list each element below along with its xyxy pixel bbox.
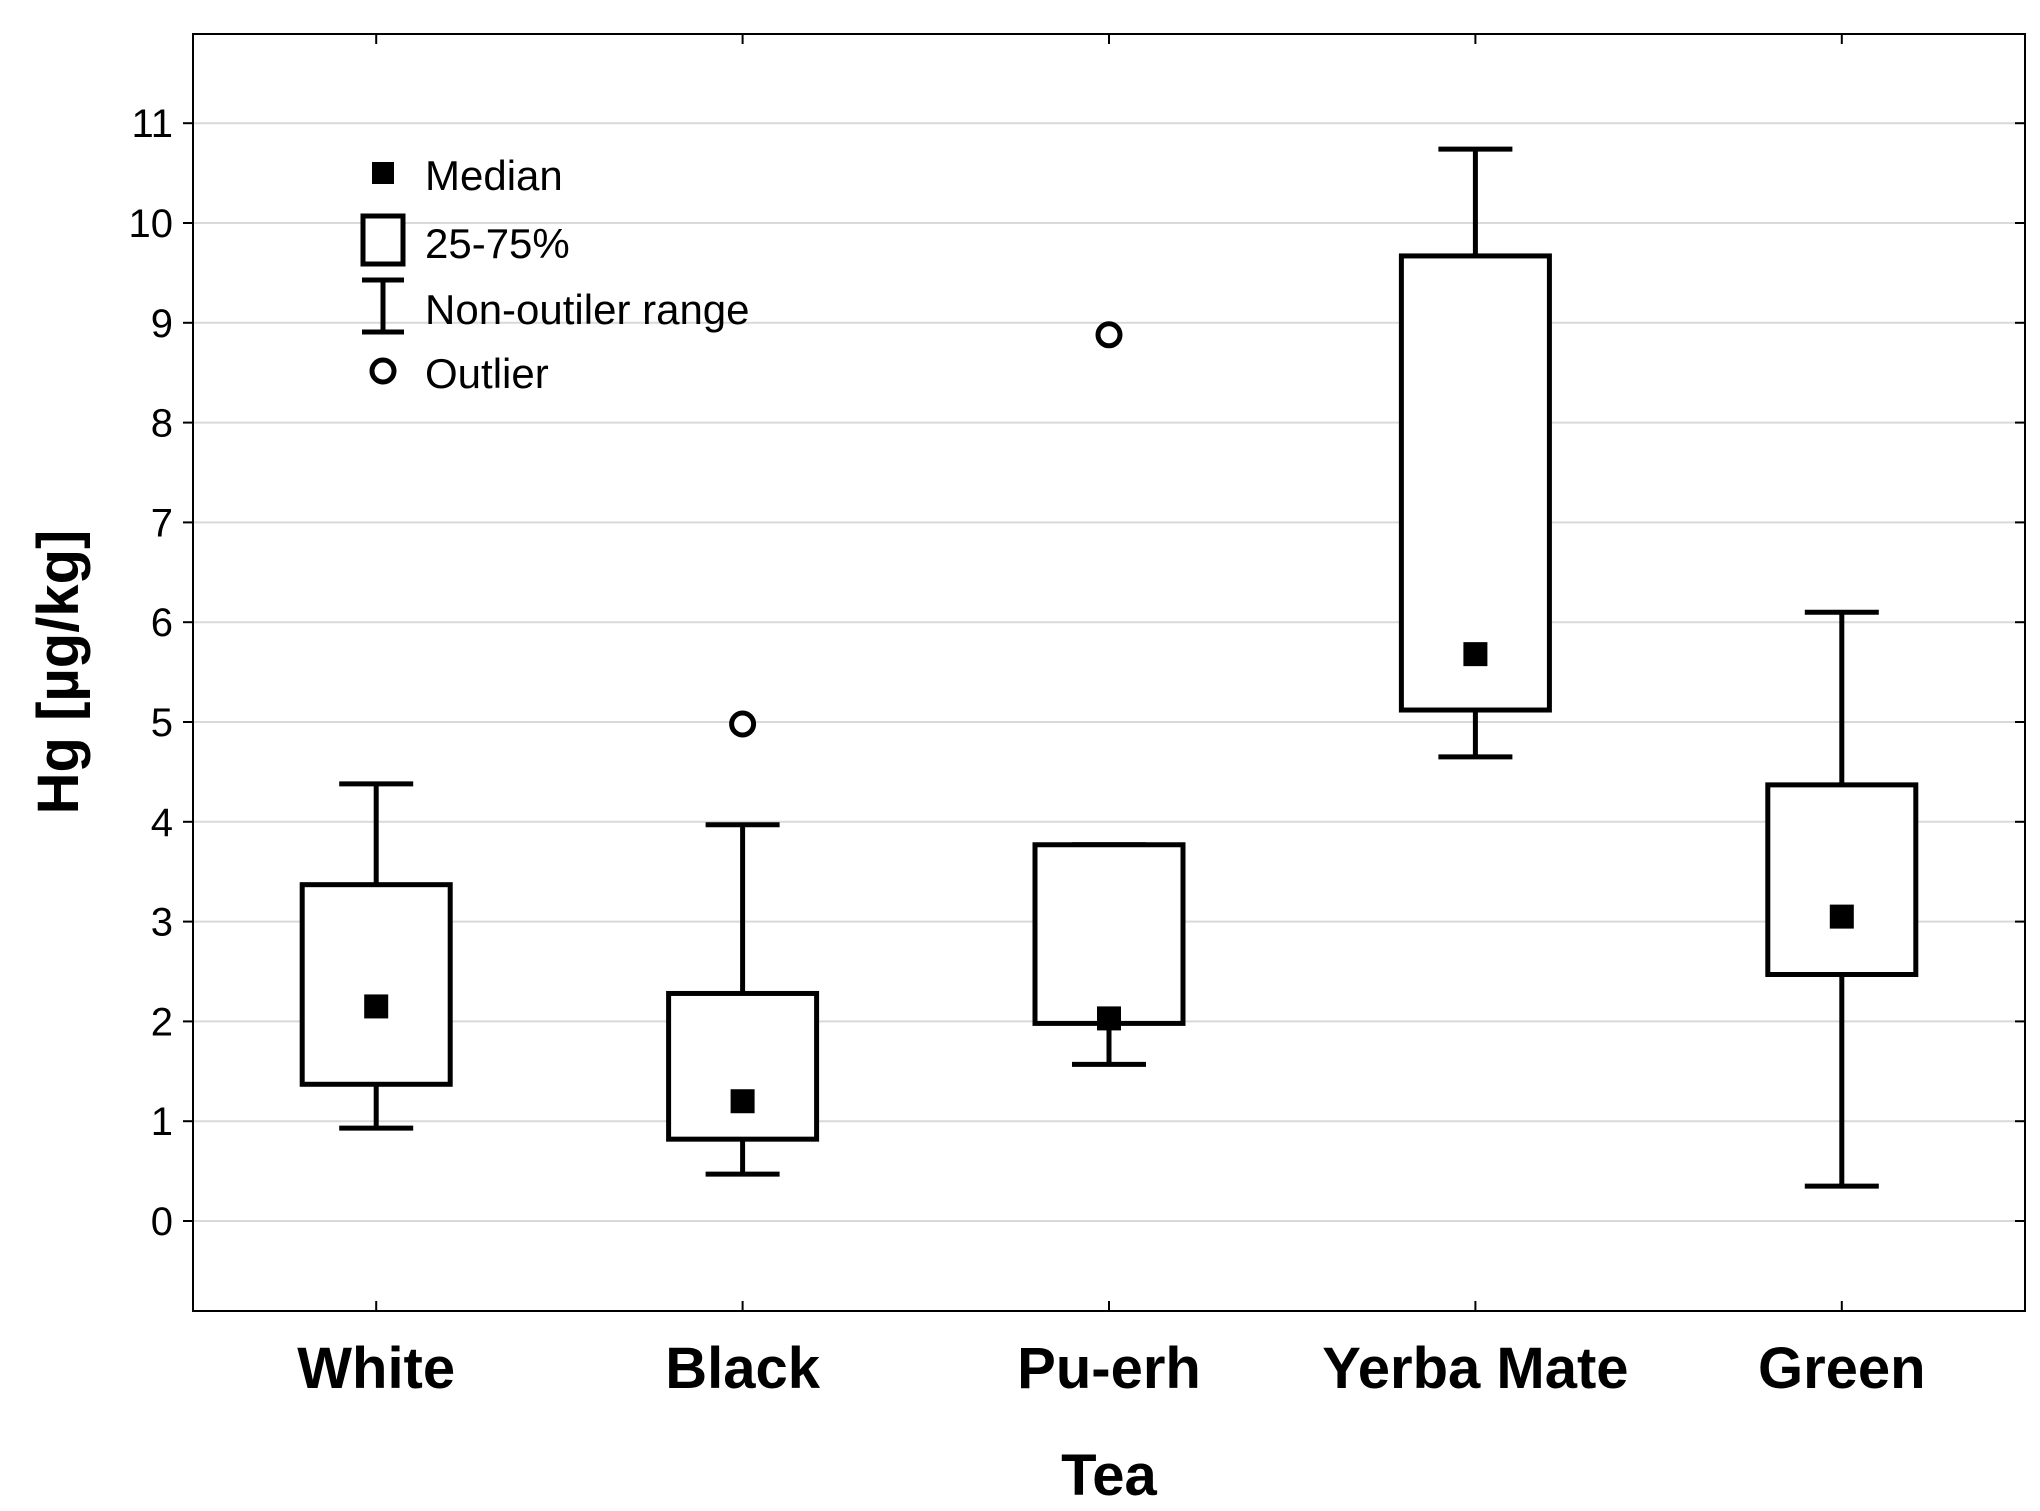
x-axis-title: Tea [1061, 1443, 1157, 1508]
y-tick-label: 8 [151, 402, 173, 446]
iqr-box [1765, 782, 1919, 977]
x-category-label: Yerba Mate [1322, 1336, 1628, 1401]
box-group [1032, 321, 1186, 1067]
legend-box-label: 25-75% [425, 220, 570, 267]
y-tick-label: 0 [151, 1200, 173, 1244]
legend-outlier-marker [369, 357, 397, 385]
legend-box-marker [360, 213, 406, 267]
legend-median-label: Median [425, 152, 563, 199]
median-marker [730, 1089, 755, 1114]
x-category-label: White [297, 1336, 455, 1401]
y-tick-label: 6 [151, 601, 173, 645]
y-tick-label: 2 [151, 1000, 173, 1044]
iqr-box [666, 990, 820, 1142]
median-marker [1463, 642, 1488, 667]
median-marker [364, 994, 389, 1019]
x-category-label: Green [1758, 1336, 1926, 1401]
y-axis-title: Hg [µg/kg] [26, 530, 91, 815]
y-tick-label: 11 [131, 102, 173, 146]
legend-median-marker [372, 162, 394, 184]
box-group [666, 710, 820, 1177]
median-marker [1829, 904, 1854, 929]
iqr-box [299, 882, 453, 1087]
iqr-box [1398, 253, 1552, 713]
y-tick-label: 9 [151, 302, 173, 346]
y-tick-label: 3 [151, 901, 173, 945]
y-tick-label: 5 [151, 701, 173, 745]
median-marker [1097, 1006, 1121, 1031]
x-axis: White Black Pu-erh Yerba Mate Green [297, 34, 1926, 1401]
iqr-box [1032, 842, 1186, 1026]
legend-outlier-label: Outlier [425, 350, 549, 397]
y-tick-label: 7 [151, 501, 173, 545]
box-series [299, 146, 1919, 1189]
box-group [299, 781, 453, 1131]
y-tick-label: 4 [151, 801, 173, 845]
outlier-point [1095, 321, 1123, 349]
grid-lines [193, 122, 2025, 1222]
y-tick-label: 1 [151, 1100, 173, 1144]
y-tick-label: 10 [129, 202, 174, 246]
box-group [1765, 609, 1919, 1189]
y-axis: 0 1 2 3 4 5 6 7 8 9 10 11 [129, 102, 2025, 1244]
legend-whisker-marker [362, 277, 404, 335]
legend-whisker-label: Non-outiler range [425, 286, 750, 333]
x-category-label: Black [665, 1336, 821, 1401]
legend: Median 25-75% Non-outiler range Outlier [360, 152, 750, 397]
x-category-label: Pu-erh [1017, 1336, 1201, 1401]
outlier-point [729, 710, 757, 738]
box-group [1398, 146, 1552, 760]
